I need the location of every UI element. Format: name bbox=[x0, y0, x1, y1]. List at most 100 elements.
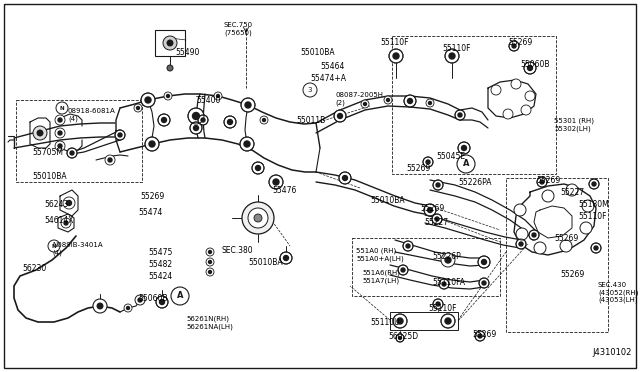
Circle shape bbox=[252, 162, 264, 174]
Circle shape bbox=[542, 190, 554, 202]
Circle shape bbox=[209, 270, 211, 273]
Circle shape bbox=[428, 208, 433, 212]
Bar bbox=[392, 36, 556, 174]
Circle shape bbox=[334, 110, 346, 122]
Text: 55227: 55227 bbox=[560, 188, 584, 197]
Circle shape bbox=[149, 141, 155, 147]
Circle shape bbox=[509, 41, 519, 51]
Circle shape bbox=[514, 204, 526, 216]
Circle shape bbox=[37, 130, 43, 136]
Circle shape bbox=[134, 104, 142, 112]
Circle shape bbox=[445, 257, 451, 263]
Circle shape bbox=[56, 102, 68, 114]
Text: SEC.380: SEC.380 bbox=[222, 246, 253, 255]
Circle shape bbox=[426, 99, 434, 107]
Circle shape bbox=[594, 246, 598, 250]
Circle shape bbox=[512, 44, 516, 48]
Circle shape bbox=[161, 118, 166, 122]
Circle shape bbox=[118, 133, 122, 137]
Text: SEC.430
(43052(RH)
(43053(LH): SEC.430 (43052(RH) (43053(LH) bbox=[598, 282, 638, 303]
Circle shape bbox=[224, 116, 236, 128]
Circle shape bbox=[105, 155, 115, 165]
Circle shape bbox=[241, 98, 255, 112]
Circle shape bbox=[227, 119, 232, 125]
Circle shape bbox=[138, 298, 142, 302]
Circle shape bbox=[529, 230, 539, 240]
Text: 55464: 55464 bbox=[320, 62, 344, 71]
Circle shape bbox=[426, 160, 430, 164]
Circle shape bbox=[461, 145, 467, 151]
Circle shape bbox=[190, 122, 202, 134]
Circle shape bbox=[591, 243, 601, 253]
Circle shape bbox=[171, 287, 189, 305]
Circle shape bbox=[58, 144, 62, 148]
Circle shape bbox=[455, 110, 465, 120]
Text: 55474: 55474 bbox=[138, 208, 163, 217]
Circle shape bbox=[398, 265, 408, 275]
Circle shape bbox=[436, 302, 440, 306]
Circle shape bbox=[433, 180, 443, 190]
Circle shape bbox=[216, 94, 220, 97]
Circle shape bbox=[403, 241, 413, 251]
Circle shape bbox=[164, 92, 172, 100]
Circle shape bbox=[478, 334, 482, 338]
Circle shape bbox=[58, 118, 62, 122]
Circle shape bbox=[167, 40, 173, 46]
Circle shape bbox=[198, 115, 208, 125]
Circle shape bbox=[209, 250, 211, 253]
Circle shape bbox=[534, 242, 546, 254]
Text: 56025D: 56025D bbox=[388, 332, 418, 341]
Text: A: A bbox=[177, 292, 183, 301]
Text: N: N bbox=[60, 106, 64, 110]
Text: 55475: 55475 bbox=[148, 248, 172, 257]
Circle shape bbox=[475, 331, 485, 341]
Circle shape bbox=[48, 240, 60, 252]
Circle shape bbox=[166, 94, 170, 97]
Circle shape bbox=[201, 118, 205, 122]
Circle shape bbox=[159, 299, 164, 305]
Circle shape bbox=[55, 141, 65, 151]
Text: 55110F: 55110F bbox=[578, 212, 607, 221]
Text: 55110F: 55110F bbox=[380, 38, 408, 47]
Text: 55227: 55227 bbox=[424, 218, 448, 227]
Circle shape bbox=[445, 318, 451, 324]
Circle shape bbox=[449, 53, 455, 59]
Text: 55490: 55490 bbox=[175, 48, 200, 57]
Circle shape bbox=[540, 180, 544, 184]
Text: 56243: 56243 bbox=[44, 200, 68, 209]
Text: 55010BA: 55010BA bbox=[370, 196, 404, 205]
Circle shape bbox=[439, 279, 449, 289]
Circle shape bbox=[384, 96, 392, 104]
Circle shape bbox=[55, 128, 65, 138]
Text: 55011B: 55011B bbox=[296, 116, 325, 125]
Text: 55110F: 55110F bbox=[428, 304, 456, 313]
Circle shape bbox=[245, 102, 251, 108]
Text: 55010BA: 55010BA bbox=[32, 172, 67, 181]
Circle shape bbox=[141, 93, 155, 107]
Circle shape bbox=[433, 299, 443, 309]
Circle shape bbox=[429, 102, 431, 105]
Bar bbox=[390, 312, 458, 330]
Circle shape bbox=[214, 92, 222, 100]
Circle shape bbox=[532, 233, 536, 237]
Circle shape bbox=[537, 177, 547, 187]
Text: 54614X: 54614X bbox=[44, 216, 74, 225]
Circle shape bbox=[442, 282, 446, 286]
Circle shape bbox=[33, 126, 47, 140]
Circle shape bbox=[580, 222, 592, 234]
Circle shape bbox=[582, 200, 594, 212]
Circle shape bbox=[401, 268, 405, 272]
Circle shape bbox=[163, 36, 177, 50]
Circle shape bbox=[458, 142, 470, 154]
Text: 55060B: 55060B bbox=[138, 294, 168, 303]
Circle shape bbox=[280, 252, 292, 264]
Circle shape bbox=[64, 221, 68, 225]
Text: 551A6(RH)
551A7(LH): 551A6(RH) 551A7(LH) bbox=[362, 270, 400, 284]
Text: 55045E: 55045E bbox=[436, 152, 465, 161]
Circle shape bbox=[156, 296, 168, 308]
Circle shape bbox=[423, 157, 433, 167]
Circle shape bbox=[408, 99, 413, 103]
Text: 55705M: 55705M bbox=[32, 148, 63, 157]
Circle shape bbox=[457, 155, 475, 173]
Circle shape bbox=[436, 183, 440, 187]
